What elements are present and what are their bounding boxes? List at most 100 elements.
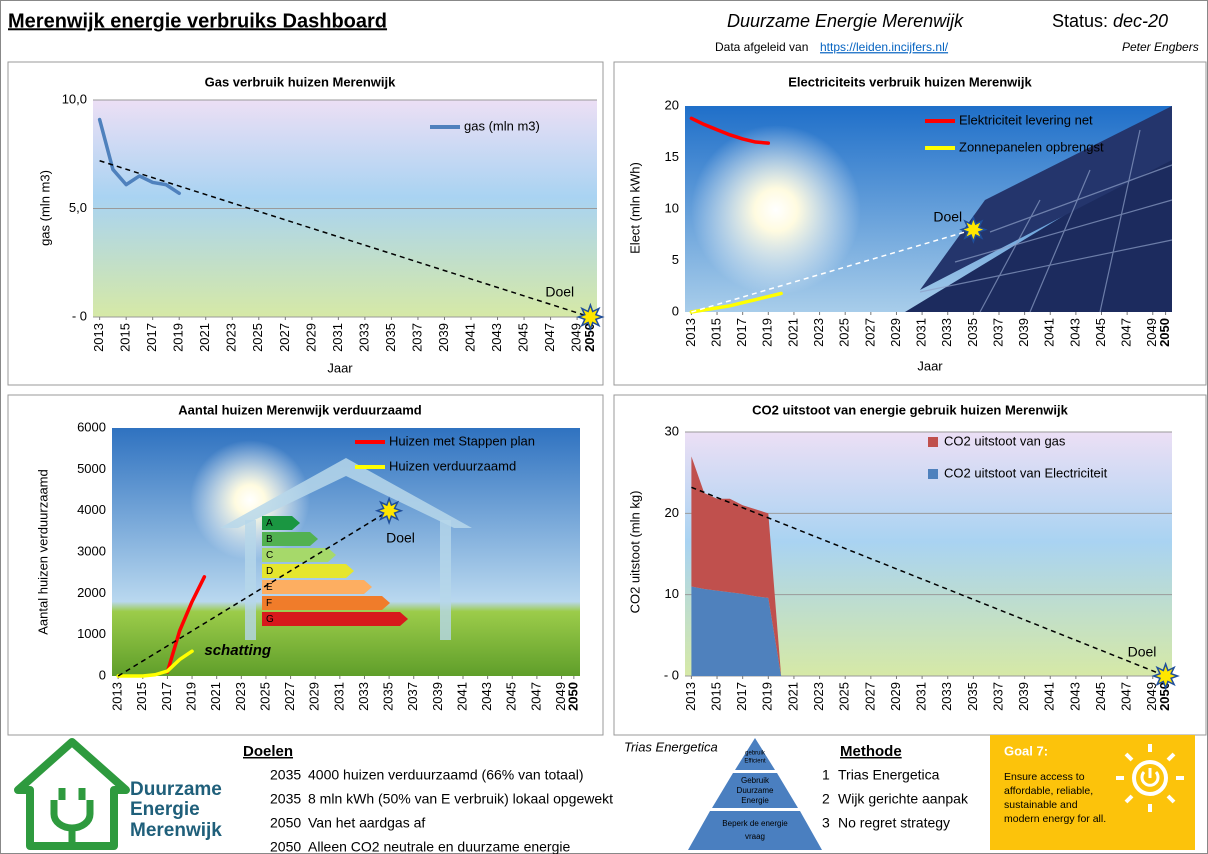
- x-tick-label: 2021: [785, 682, 800, 711]
- energy-class-bar: [262, 516, 300, 530]
- goal-year: 2050: [270, 815, 301, 831]
- x-tick-label: 2037: [990, 318, 1005, 347]
- goal-desc: modern energy for all.: [1004, 813, 1106, 825]
- x-tick-label: 2047: [528, 682, 543, 711]
- line: [116, 649, 194, 678]
- x-tick-label: 2023: [233, 682, 248, 711]
- method-text: No regret strategy: [838, 815, 950, 831]
- x-tick-label: 2041: [454, 682, 469, 711]
- x-tick-label: 2049: [1144, 318, 1159, 347]
- source-link[interactable]: https://leiden.incijfers.nl/: [820, 40, 949, 54]
- x-tick-label: 2019: [760, 682, 775, 711]
- goal-desc: Ensure access to: [1004, 771, 1085, 783]
- energy-class-bar: [262, 564, 354, 578]
- method-number: 3: [822, 815, 830, 831]
- goal-star: [576, 302, 605, 332]
- y-axis-label: CO2 uitstoot (mln kg): [627, 491, 642, 614]
- y-tick-label: 15: [665, 149, 679, 164]
- x-tick-label: 2049: [1144, 682, 1159, 711]
- goal-year: 2035: [270, 791, 301, 807]
- x-tick-label: 2033: [356, 682, 371, 711]
- section-title: Trias Energetica: [624, 739, 718, 754]
- energy-class-label: D: [266, 566, 273, 577]
- x-tick-label: 2031: [331, 682, 346, 711]
- x-tick-label: 2047: [542, 323, 557, 352]
- x-tick-label: 2037: [409, 323, 424, 352]
- x-tick-label: 2027: [277, 323, 292, 352]
- energy-class-bar: [262, 612, 408, 626]
- method-number: 2: [822, 791, 830, 807]
- x-tick-label: 2015: [134, 682, 149, 711]
- x-tick-label: 2027: [282, 682, 297, 711]
- pyramid-text: Beperk de energie: [722, 819, 788, 828]
- x-tick-label: 2035: [381, 682, 396, 711]
- x-tick-label: 2029: [307, 682, 322, 711]
- x-tick-label: 2035: [965, 318, 980, 347]
- method-number: 1: [822, 767, 830, 783]
- x-tick-label: 2041: [1042, 682, 1057, 711]
- x-tick-label: 2023: [811, 318, 826, 347]
- x-tick-label: 2023: [224, 323, 239, 352]
- energy-class-label: F: [266, 598, 272, 609]
- x-tick-label: 2045: [515, 323, 530, 352]
- x-axis-label: Jaar: [327, 360, 353, 375]
- x-tick-label: 2039: [1016, 682, 1031, 711]
- goal-icon: [1116, 744, 1184, 812]
- energy-class-label: G: [266, 614, 274, 625]
- goal-star: [1151, 661, 1180, 691]
- section-title: Doelen: [243, 743, 293, 760]
- area: [691, 456, 782, 676]
- legend-swatch: [928, 469, 938, 479]
- x-tick-label: 2017: [144, 323, 159, 352]
- x-tick-label: 2031: [914, 318, 929, 347]
- plot-image: [685, 106, 1173, 313]
- y-tick-label: 3000: [77, 543, 106, 558]
- x-tick-label: 2021: [208, 682, 223, 711]
- x-tick-label: 2049: [569, 323, 584, 352]
- energy-class-bar: [262, 596, 390, 610]
- goal-year: 2050: [270, 839, 301, 854]
- goal-star: [959, 215, 988, 244]
- y-tick-label: 30: [665, 423, 679, 438]
- y-tick-label: 4000: [77, 502, 106, 517]
- goal-text: 4000 huizen verduurzaamd (66% van totaal…: [308, 767, 584, 783]
- x-tick-label: 2029: [888, 318, 903, 347]
- energy-class-bar: [262, 580, 372, 594]
- x-tick-label: 2041: [1042, 318, 1057, 347]
- annotation: schatting: [204, 642, 271, 659]
- y-tick-label: 10: [665, 200, 679, 215]
- x-tick-label: 2035: [383, 323, 398, 352]
- x-tick-label: 2039: [430, 682, 445, 711]
- energy-class-label: A: [266, 518, 273, 529]
- goal-desc: affordable, reliable,: [1004, 785, 1093, 797]
- y-tick-label: 0: [672, 303, 679, 318]
- x-tick-label: 2050: [1157, 682, 1172, 711]
- annotation: Doel: [933, 208, 962, 224]
- goal-text: Alleen CO2 neutrale en duurzame energie: [308, 839, 570, 854]
- pyramid: [688, 738, 822, 850]
- author: Peter Engbers: [1122, 40, 1199, 54]
- x-tick-label: 2013: [91, 323, 106, 352]
- annotation: Doel: [1128, 644, 1157, 660]
- x-tick-label: 2017: [734, 682, 749, 711]
- method-text: Trias Energetica: [838, 767, 940, 783]
- energy-class-label: E: [266, 582, 273, 593]
- x-tick-label: 2041: [462, 323, 477, 352]
- x-tick-label: 2015: [118, 323, 133, 352]
- y-tick-label: 0: [99, 667, 106, 682]
- trend-line: [99, 160, 591, 318]
- trend-line: [691, 228, 974, 313]
- x-tick-label: 2029: [303, 323, 318, 352]
- legend-swatch: [928, 437, 938, 447]
- legend-label: gas (mln m3): [464, 118, 540, 133]
- goal-text: 8 mln kWh (50% van E verbruik) lokaal op…: [308, 791, 613, 807]
- annotation: Doel: [386, 529, 415, 545]
- section-title: Methode: [840, 743, 902, 760]
- pyramid-text: vraag: [745, 832, 765, 841]
- y-tick-label: 20: [665, 505, 679, 520]
- y-tick-label: 5,0: [69, 200, 87, 215]
- chart-title: Aantal huizen Merenwijk verduurzaamd: [178, 402, 422, 417]
- logo-text: Energie: [130, 799, 200, 820]
- goal-desc: sustainable and: [1004, 799, 1078, 811]
- trend-line: [691, 486, 1166, 677]
